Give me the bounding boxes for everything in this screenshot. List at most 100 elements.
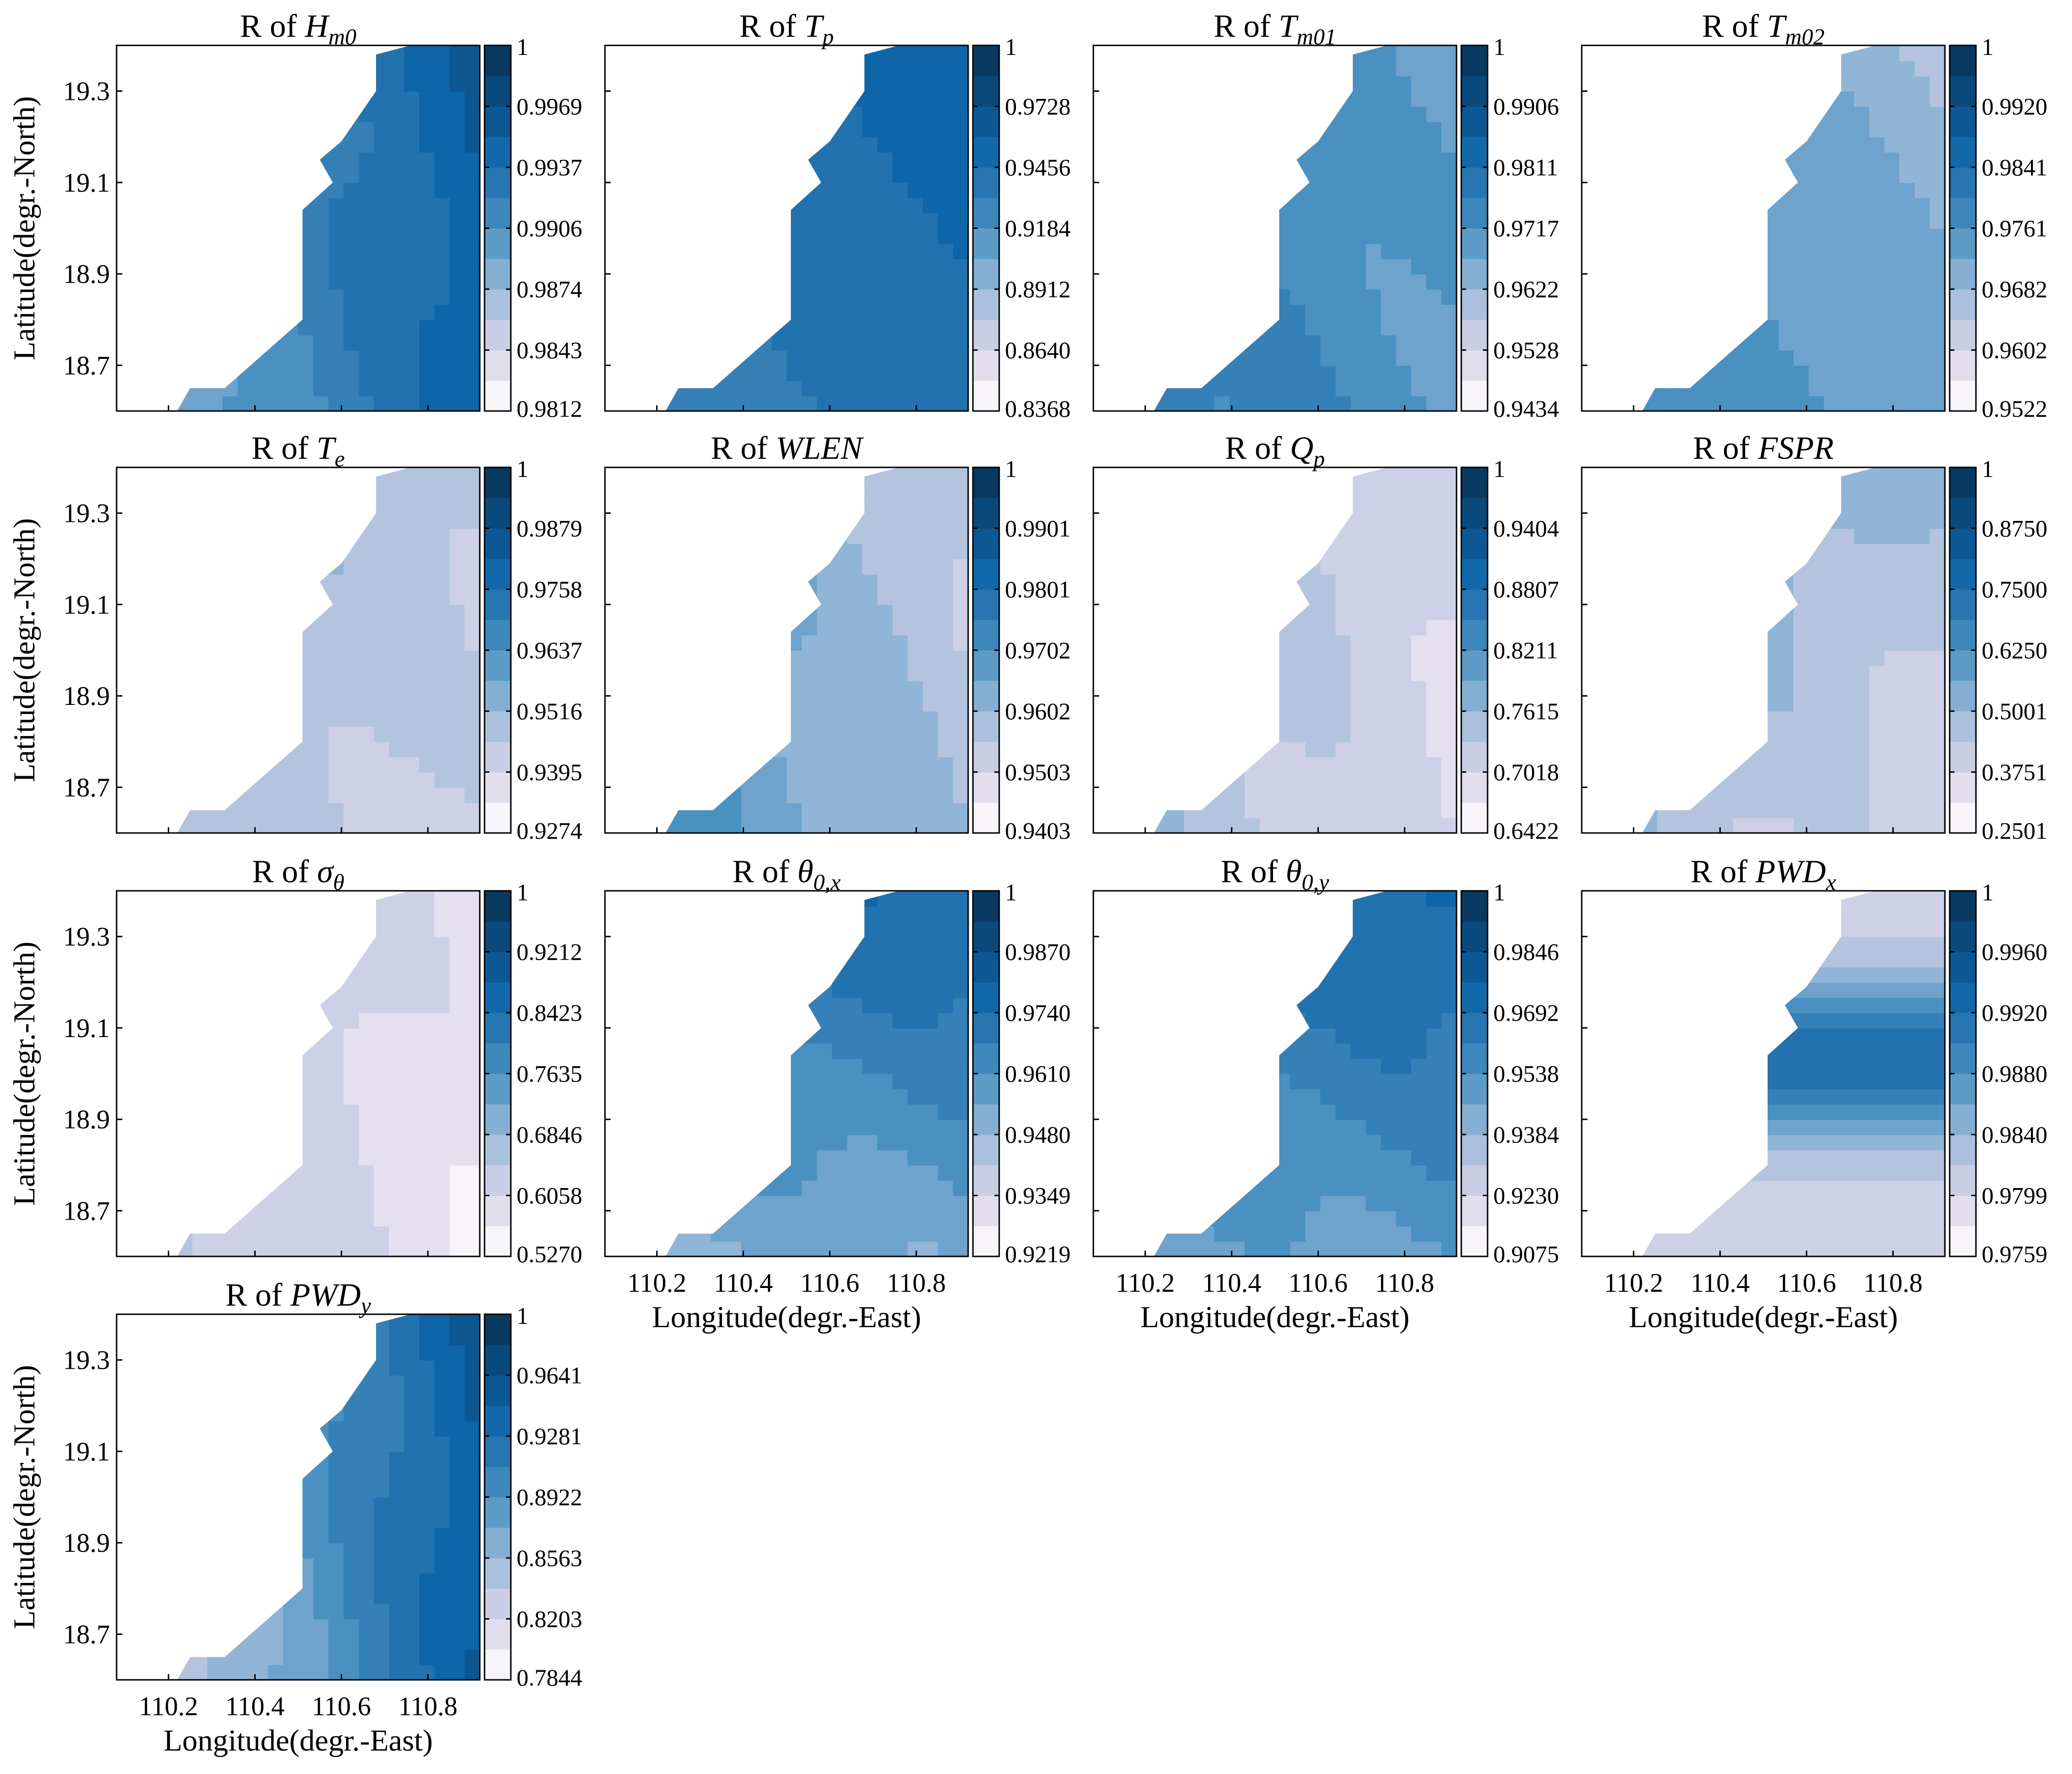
contour-cell (298, 167, 314, 183)
contour-cell (1748, 589, 1764, 605)
contour-cell (1733, 274, 1749, 290)
contour-cell (404, 528, 420, 544)
contour-cell (787, 559, 802, 575)
contour-cell (1350, 304, 1366, 320)
contour-cell (892, 76, 908, 92)
contour-cell (1154, 335, 1155, 351)
contour-cell (1093, 605, 1109, 620)
contour-cell (177, 635, 178, 651)
contour-cell (1597, 818, 1613, 833)
contour-cell (1597, 91, 1613, 107)
contour-cell (1335, 380, 1351, 397)
contour-cell (1230, 274, 1245, 290)
contour-cell (605, 183, 621, 198)
contour-cell (344, 467, 359, 483)
contour-cell (358, 619, 375, 636)
contour-cell (1123, 228, 1139, 244)
contour-cell (1809, 711, 1824, 727)
contour-cell (938, 482, 954, 498)
contour-cell (283, 121, 299, 138)
contour-cell (1184, 76, 1200, 92)
contour-cell (696, 619, 712, 636)
contour-cell (1854, 167, 1870, 183)
contour-cell (449, 574, 465, 590)
contour-cell (787, 121, 802, 138)
contour-cell (1673, 604, 1688, 620)
contour-cell (1687, 45, 1704, 61)
contour-cell (1612, 167, 1628, 183)
contour-cell (1350, 289, 1366, 305)
contour-cell (696, 589, 712, 605)
contour-cell (635, 61, 651, 76)
contour-cell (1914, 681, 1931, 697)
contour-cell (132, 635, 148, 651)
contour-cell (1793, 91, 1809, 107)
contour-cell (1093, 76, 1109, 92)
contour-cell (1748, 787, 1764, 803)
contour-cell (1733, 772, 1749, 788)
contour-cell (419, 91, 435, 107)
contour-cell (1199, 787, 1215, 803)
contour-cell (1230, 650, 1245, 666)
contour-cell (665, 350, 681, 366)
contour-cell (1778, 228, 1794, 244)
contour-cell (1426, 274, 1442, 290)
contour-cell (464, 243, 480, 260)
contour-cell (862, 589, 878, 605)
contour-cell (1703, 396, 1718, 411)
contour-cell (832, 45, 848, 61)
contour-cell (817, 121, 832, 138)
contour-cell (847, 167, 863, 183)
contour-cell (464, 711, 480, 727)
contour-cell (1305, 365, 1321, 381)
contour-cell (680, 380, 696, 397)
contour-cell (283, 106, 299, 122)
contour-cell (1214, 213, 1230, 229)
contour-cell (1673, 513, 1688, 529)
contour-cell (635, 574, 651, 590)
contour-cell (1793, 772, 1809, 788)
contour-cell (1687, 137, 1704, 153)
contour-cell (741, 498, 757, 514)
contour-cell (1169, 741, 1185, 757)
contour-cell (207, 228, 223, 244)
contour-cell (1582, 742, 1597, 757)
contour-cell (862, 91, 878, 107)
contour-cell (1642, 543, 1658, 560)
contour-cell (419, 787, 435, 803)
contour-cell (620, 137, 636, 152)
contour-cell (192, 365, 208, 381)
contour-cell (847, 482, 863, 498)
contour-cell (268, 213, 284, 229)
panel-hm0: R of Hm018.718.919.119.3Latitude(degr.-N… (7, 8, 583, 422)
contour-cell (892, 350, 908, 366)
contour-cell (1763, 197, 1779, 214)
contour-cell (283, 482, 299, 498)
contour-cell (1703, 91, 1718, 107)
contour-cell (117, 513, 132, 529)
contour-cell (1426, 106, 1442, 122)
contour-cell (635, 107, 651, 122)
contour-cell (1154, 197, 1155, 214)
contour-cell (817, 604, 832, 620)
contour-cell (696, 243, 712, 260)
contour-cell (313, 498, 329, 514)
contour-cell (1854, 274, 1870, 290)
contour-cell (1869, 711, 1885, 727)
contour-cell (711, 213, 727, 229)
contour-cell (283, 681, 299, 697)
contour-cell (1290, 741, 1306, 757)
contour-cell (1123, 818, 1139, 833)
contour-cell (1748, 365, 1764, 381)
contour-cell (1441, 681, 1457, 697)
contour-cell (923, 76, 939, 92)
contour-cell (1396, 802, 1412, 819)
contour-cell (207, 76, 223, 92)
contour-cell (1657, 787, 1673, 803)
contour-cell (237, 213, 253, 229)
contour-cell (1441, 45, 1457, 61)
contour-cell (1809, 152, 1824, 168)
contour-cell (1748, 772, 1764, 788)
contour-cell (1839, 681, 1855, 697)
contour-cell (620, 772, 636, 788)
